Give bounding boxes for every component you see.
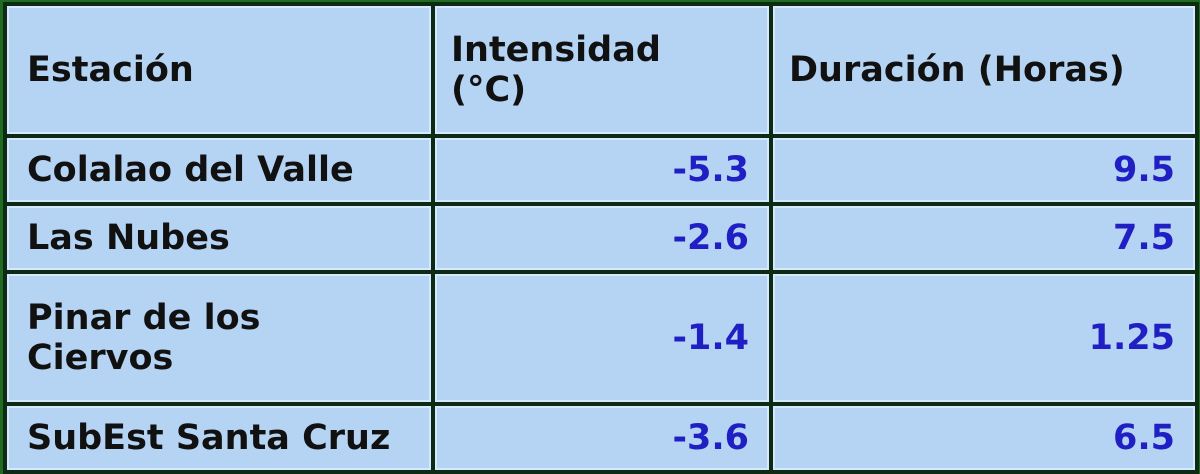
data-table: Estación Intensidad (°C) Duración (Horas… — [3, 2, 1199, 474]
header-duracion: Duración (Horas) — [773, 6, 1195, 134]
station-name: Pinar de los Ciervos — [7, 274, 431, 402]
table-header-row: Estación Intensidad (°C) Duración (Horas… — [7, 6, 1195, 134]
duration-value: 1.25 — [773, 274, 1195, 402]
station-name: Las Nubes — [7, 206, 431, 270]
table-row: Pinar de los Ciervos -1.4 1.25 — [7, 274, 1195, 402]
duration-value: 9.5 — [773, 138, 1195, 202]
intensity-value: -5.3 — [435, 138, 769, 202]
header-estacion: Estación — [7, 6, 431, 134]
table-row: Las Nubes -2.6 7.5 — [7, 206, 1195, 270]
intensity-value: -3.6 — [435, 406, 769, 470]
station-name: Colalao del Valle — [7, 138, 431, 202]
station-name: SubEst Santa Cruz — [7, 406, 431, 470]
duration-value: 7.5 — [773, 206, 1195, 270]
table-row: SubEst Santa Cruz -3.6 6.5 — [7, 406, 1195, 470]
header-intensidad: Intensidad (°C) — [435, 6, 769, 134]
intensity-value: -1.4 — [435, 274, 769, 402]
table-row: Colalao del Valle -5.3 9.5 — [7, 138, 1195, 202]
intensity-value: -2.6 — [435, 206, 769, 270]
duration-value: 6.5 — [773, 406, 1195, 470]
